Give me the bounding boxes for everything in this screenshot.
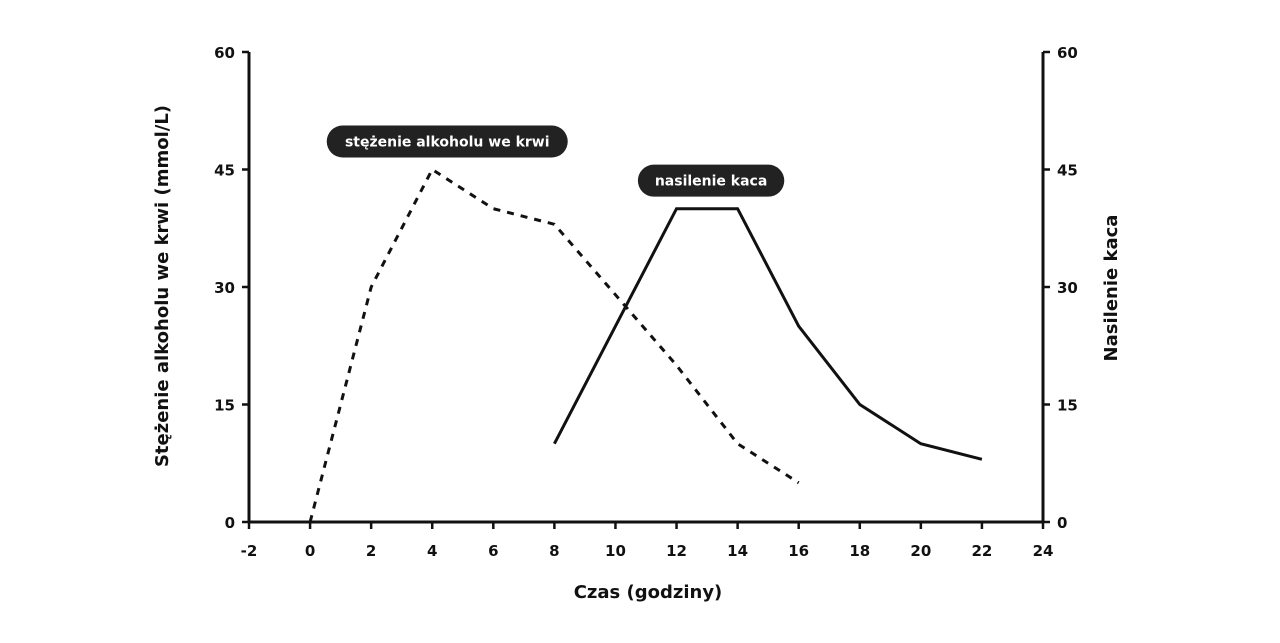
left-y-axis-title: Stężenie alkoholu we krwi (mmol/L) <box>152 105 173 467</box>
right-y-tick-label: 15 <box>1057 397 1078 415</box>
x-tick-label: 22 <box>971 542 992 560</box>
x-tick-label: 18 <box>849 542 870 560</box>
right-y-tick-label: 30 <box>1057 279 1078 297</box>
left-y-tick-label: 45 <box>214 162 235 180</box>
right-y-tick-label: 45 <box>1057 162 1078 180</box>
hangover-severity-line <box>553 207 983 461</box>
label-pill <box>637 164 785 197</box>
series-group <box>308 167 983 523</box>
x-tick-label: 4 <box>427 542 437 560</box>
blood-alcohol-label: stężenie alkoholu we krwi <box>326 125 568 158</box>
right-y-tick-label: 0 <box>1057 514 1067 532</box>
x-tick-label: -2 <box>241 542 258 560</box>
right-y-axis-title: Nasilenie kaca <box>1101 215 1122 362</box>
x-tick-label: 16 <box>788 542 809 560</box>
label-text: stężenie alkoholu we krwi <box>345 135 550 151</box>
label-pill <box>326 125 568 158</box>
hangover-label: nasilenie kaca <box>637 164 785 197</box>
annotations: stężenie alkoholu we krwi nasilenie kaca <box>326 125 785 197</box>
x-tick-label: 6 <box>488 542 498 560</box>
x-tick-label: 8 <box>549 542 559 560</box>
label-text: nasilenie kaca <box>655 174 767 190</box>
x-tick-label: 24 <box>1033 542 1054 560</box>
left-y-tick-label: 30 <box>214 279 235 297</box>
left-y-tick-label: 60 <box>214 44 235 62</box>
axes <box>247 52 1045 524</box>
x-axis-title: Czas (godziny) <box>574 582 723 603</box>
x-tick-label: 0 <box>305 542 315 560</box>
blood-alcohol-line <box>308 167 800 523</box>
x-tick-label: 14 <box>727 542 748 560</box>
x-tick-label: 20 <box>910 542 931 560</box>
left-y-tick-label: 0 <box>225 514 235 532</box>
x-tick-label: 10 <box>605 542 626 560</box>
x-tick-label: 12 <box>666 542 687 560</box>
left-y-tick-label: 15 <box>214 397 235 415</box>
right-y-tick-label: 60 <box>1057 44 1078 62</box>
x-tick-label: 2 <box>366 542 376 560</box>
